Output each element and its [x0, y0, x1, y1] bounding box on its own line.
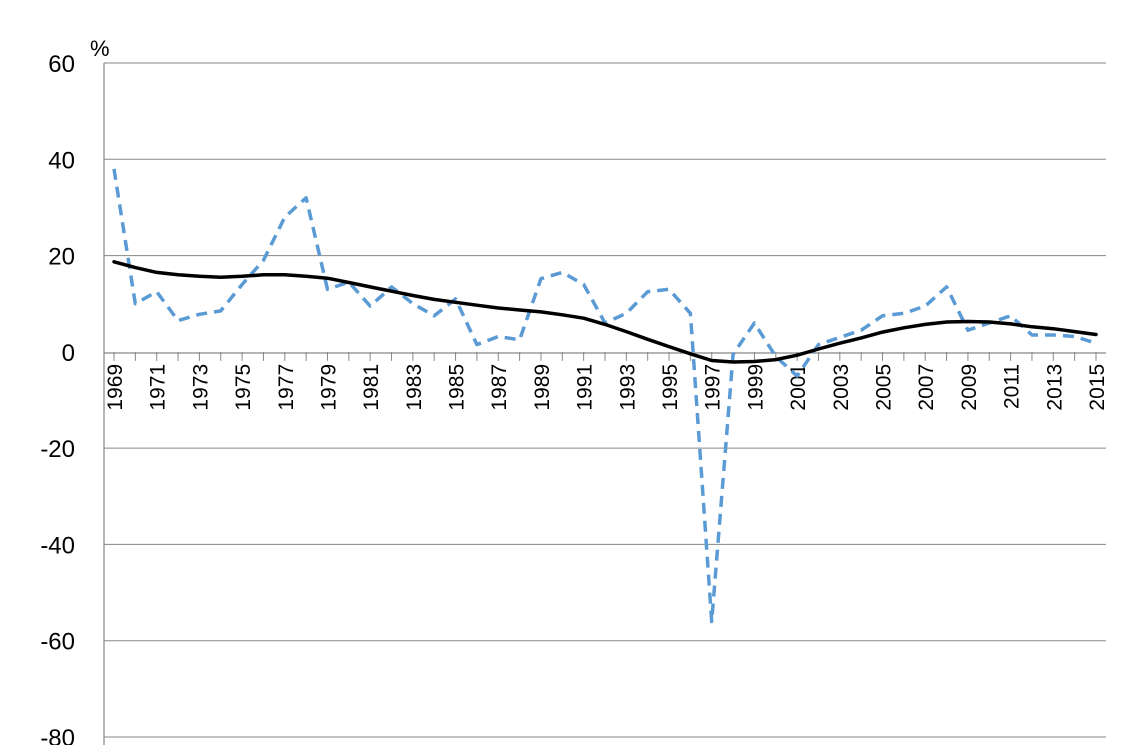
y-tick-label: 60 [48, 51, 75, 78]
solid-series-line [112, 260, 1098, 364]
x-tick-label: 2007 [915, 364, 938, 411]
x-tick-label: 1981 [360, 364, 383, 411]
x-tick-label: 1985 [446, 364, 469, 411]
x-tick-label: 1999 [744, 364, 767, 411]
x-tick-label: 1969 [104, 364, 127, 411]
dashed-series-line [112, 168, 1097, 624]
y-tick-label: -60 [40, 629, 75, 656]
y-tick-label: -80 [40, 725, 75, 745]
x-tick-label: 1987 [488, 364, 511, 411]
grid-lines [104, 62, 1106, 738]
x-tick-label: 2015 [1086, 364, 1109, 411]
x-tick-label: 2005 [873, 364, 896, 411]
x-tick-label: 1983 [403, 364, 426, 411]
x-tick-label: 1993 [616, 364, 639, 411]
y-axis-unit-label: % [90, 36, 110, 61]
x-axis-tick-labels: 1969 1971 1973 1975 1977 1979 1981 1983 1985 1987… [104, 364, 1109, 411]
x-tick-label: 1971 [147, 364, 170, 411]
y-tick-label: 20 [48, 244, 75, 271]
x-tick-label: 1997 [702, 364, 725, 411]
y-tick-label: -20 [40, 436, 75, 463]
x-tick-label: 1977 [275, 364, 298, 411]
x-tick-label: 2001 [787, 364, 810, 411]
x-tick-label: 2011 [1001, 364, 1024, 409]
x-tick-label: 1995 [659, 364, 682, 411]
series-layer [112, 168, 1098, 624]
x-tick-label: 1979 [317, 364, 340, 411]
x-tick-label: 1975 [232, 364, 255, 411]
y-tick-label: -40 [40, 532, 75, 559]
x-tick-label: 2003 [830, 364, 853, 411]
x-tick-label: 1991 [574, 364, 597, 411]
y-axis-tick-labels: 60 40 20 0 -20 -40 -60 -80 [40, 51, 75, 745]
x-tick-label: 1973 [189, 364, 212, 411]
y-tick-label: 0 [62, 340, 75, 367]
y-tick-label: 40 [48, 147, 75, 174]
x-tick-label: 1989 [531, 364, 554, 411]
x-tick-label: 2013 [1043, 364, 1066, 411]
x-tick-label: 2009 [958, 364, 981, 411]
